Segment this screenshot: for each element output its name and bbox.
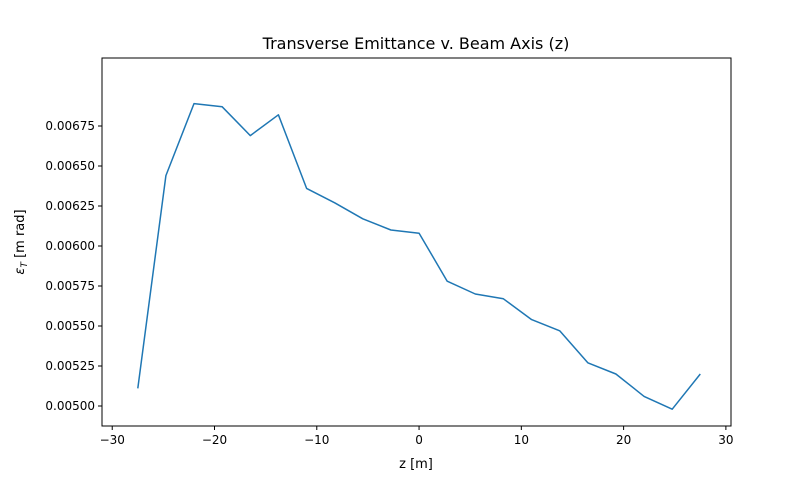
y-tick-label: 0.00650 [45,159,95,173]
x-tick-label: −30 [100,433,125,447]
x-tick-label: 0 [415,433,423,447]
y-tick-label: 0.00675 [45,119,95,133]
y-tick-label: 0.00575 [45,279,95,293]
y-axis: 0.00500 0.00525 0.00550 0.00575 0.00600 0.006… [45,119,102,413]
x-tick-label: 10 [514,433,529,447]
series-line [137,102,701,410]
y-axis-label-subscript: T [20,261,30,268]
y-tick-label: 0.00500 [45,399,95,413]
x-axis: −30 −20 −10 0 10 20 30 [100,426,734,447]
x-axis-label: z [m] [399,457,433,472]
x-tick-label: −10 [304,433,329,447]
y-tick-label: 0.00550 [45,319,95,333]
y-tick-label: 0.00600 [45,239,95,253]
y-axis-label-unit: [m rad] [13,209,28,262]
x-tick-label: −20 [202,433,227,447]
y-tick-label: 0.00625 [45,199,95,213]
y-tick-label: 0.00525 [45,359,95,373]
y-axis-label: εT [m rad] [13,209,30,274]
x-tick-label: 30 [718,433,733,447]
plot-frame [101,57,732,427]
y-axis-label-symbol: ε [13,268,28,275]
chart-title: Transverse Emittance v. Beam Axis (z) [262,34,570,53]
x-tick-label: 20 [616,433,631,447]
